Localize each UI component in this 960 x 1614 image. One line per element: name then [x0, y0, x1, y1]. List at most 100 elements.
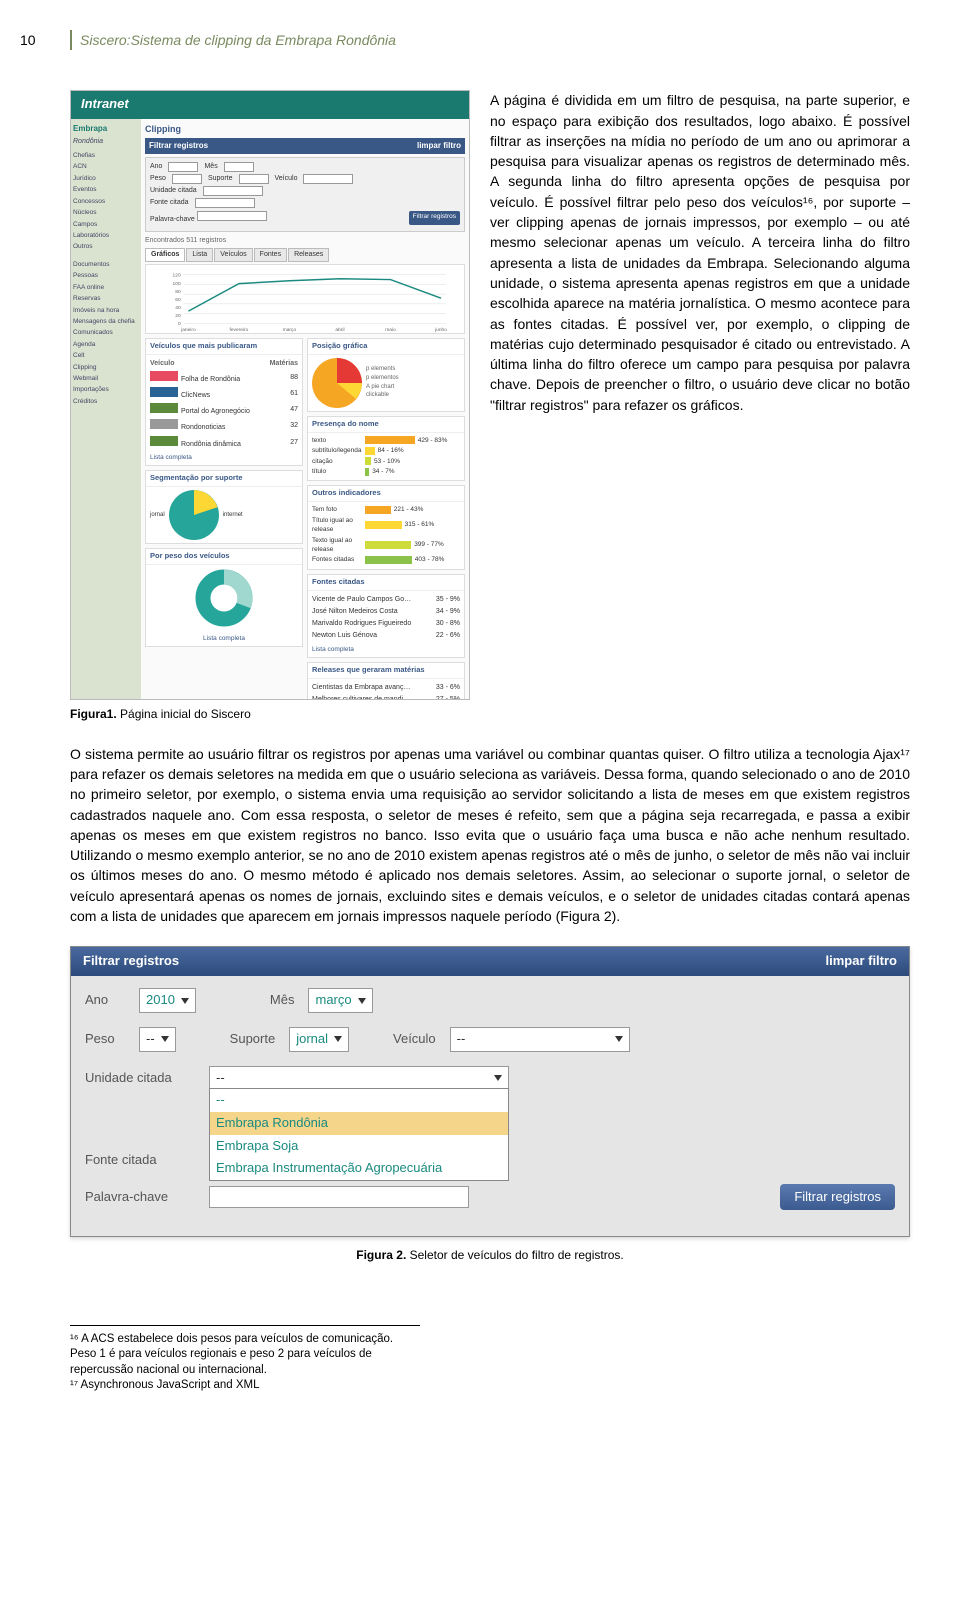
- filter-submit-button[interactable]: Filtrar registros: [780, 1184, 895, 1211]
- presenca-panel-title: Presença do nome: [308, 417, 464, 433]
- label-fonte: Fonte citada: [85, 1151, 195, 1170]
- sidebar-item[interactable]: Chefias: [73, 151, 139, 160]
- palavra-chave-input[interactable]: [209, 1186, 469, 1208]
- bar-row: Texto igual ao release399 - 77%: [312, 536, 460, 555]
- col-materias: Matérias: [270, 359, 298, 369]
- sidebar-item[interactable]: Concessos: [73, 197, 139, 206]
- lista-completa-link-3[interactable]: Lista completa: [308, 645, 464, 656]
- dropdown-option[interactable]: --: [210, 1089, 508, 1112]
- footnote-16: ¹⁶ A ACS estabelece dois pesos para veíc…: [70, 1332, 420, 1379]
- ano-select[interactable]: [168, 162, 198, 172]
- sidebar-item[interactable]: Clipping: [73, 363, 139, 372]
- list-item: Vicente de Paulo Campos Godinho35 - 9%: [312, 594, 460, 606]
- mes-select[interactable]: março: [308, 988, 372, 1013]
- ano-select[interactable]: 2010: [139, 988, 196, 1013]
- list-item: José Nilton Medeiros Costa34 - 9%: [312, 606, 460, 618]
- sidebar-item[interactable]: Webmail: [73, 374, 139, 383]
- dropdown-option[interactable]: Embrapa Soja: [210, 1135, 508, 1158]
- sidebar-item[interactable]: Agenda: [73, 340, 139, 349]
- svg-text:40: 40: [175, 305, 181, 311]
- sidebar-item[interactable]: Créditos: [73, 397, 139, 406]
- chevron-down-icon: [494, 1075, 502, 1081]
- sidebar-item[interactable]: Pessoas: [73, 271, 139, 280]
- legend-item: clickable: [366, 391, 399, 400]
- result-count: Encontrados 511 registros: [145, 236, 465, 246]
- table-row: ClicNews61: [150, 386, 298, 402]
- label-mes: Mês: [270, 991, 295, 1010]
- sidebar-item[interactable]: Jurídico: [73, 174, 139, 183]
- page-header: Siscero:Sistema de clipping da Embrapa R…: [70, 30, 910, 50]
- sidebar-item[interactable]: ACN: [73, 162, 139, 171]
- sidebar-item[interactable]: Imóveis na hora: [73, 306, 139, 315]
- clear-filter-link[interactable]: limpar filtro: [417, 140, 461, 152]
- unidade-select[interactable]: [203, 186, 263, 196]
- dropdown-option[interactable]: Embrapa Rondônia: [210, 1112, 508, 1135]
- label-palavra: Palavra-chave: [150, 216, 195, 223]
- list-item: Cientistas da Embrapa avançam em estudo …: [312, 682, 460, 694]
- bar-row: Fontes citadas403 - 78%: [312, 555, 460, 564]
- peso-select[interactable]: --: [139, 1027, 176, 1052]
- clipping-title: Clipping: [145, 123, 465, 136]
- pie-chart-suporte: [169, 490, 219, 540]
- sidebar-item[interactable]: Mensagens da chefia: [73, 317, 139, 326]
- table-row: Portal do Agronegócio47: [150, 402, 298, 418]
- veiculo-select[interactable]: [303, 174, 353, 184]
- sidebar-item[interactable]: FAA online: [73, 283, 139, 292]
- suporte-select[interactable]: jornal: [289, 1027, 349, 1052]
- fonte-select[interactable]: [195, 198, 255, 208]
- list-item: Newton Luis Génova22 - 6%: [312, 630, 460, 642]
- bar-row: Tem foto221 - 43%: [312, 505, 460, 514]
- svg-text:abril: abril: [335, 327, 344, 333]
- label-veiculo: Veículo: [275, 174, 298, 184]
- lista-completa-link-2[interactable]: Lista completa: [150, 634, 298, 643]
- label-palavra: Palavra-chave: [85, 1188, 195, 1207]
- veiculos-panel-title: Veículos que mais publicaram: [146, 339, 302, 355]
- svg-text:janeiro: janeiro: [180, 327, 196, 333]
- tab-lista[interactable]: Lista: [186, 248, 213, 262]
- col-veiculo: Veículo: [150, 359, 175, 369]
- sidebar-item[interactable]: Núcleos: [73, 208, 139, 217]
- sidebar-item[interactable]: Documentos: [73, 260, 139, 269]
- tab-fontes[interactable]: Fontes: [254, 248, 287, 262]
- tab-veículos[interactable]: Veículos: [214, 248, 252, 262]
- dropdown-option[interactable]: Embrapa Instrumentação Agropecuária: [210, 1157, 508, 1180]
- unidade-dropdown-list[interactable]: --Embrapa RondôniaEmbrapa SojaEmbrapa In…: [209, 1088, 509, 1181]
- lista-completa-link[interactable]: Lista completa: [150, 453, 298, 462]
- filter-submit-button[interactable]: Filtrar registros: [409, 211, 460, 225]
- sidebar-item[interactable]: Eventos: [73, 185, 139, 194]
- sidebar-item[interactable]: [73, 254, 139, 258]
- fontes-panel-title: Fontes citadas: [308, 575, 464, 591]
- mes-select[interactable]: [224, 162, 254, 172]
- figure-1-screenshot: Intranet Embrapa Rondônia ChefiasACNJurí…: [70, 90, 470, 700]
- tab-gráficos[interactable]: Gráficos: [145, 248, 185, 262]
- porpeso-panel-title: Por peso dos veículos: [146, 549, 302, 565]
- sidebar-item[interactable]: Importações: [73, 385, 139, 394]
- chevron-down-icon: [358, 998, 366, 1004]
- svg-text:0: 0: [178, 321, 181, 327]
- line-chart: 020406080100120 janeirofevereiromarçoabr…: [145, 264, 465, 334]
- palavra-input[interactable]: [197, 211, 267, 221]
- peso-select[interactable]: [172, 174, 202, 184]
- label-fonte: Fonte citada: [150, 198, 189, 208]
- veiculo-select[interactable]: --: [450, 1027, 630, 1052]
- result-tabs: GráficosListaVeículosFontesReleases: [145, 248, 465, 262]
- suporte-select[interactable]: [239, 174, 269, 184]
- bar-row: citação53 - 10%: [312, 457, 460, 466]
- svg-text:20: 20: [175, 313, 181, 319]
- pie-chart-posicao: [312, 358, 362, 408]
- clear-filter-link[interactable]: limpar filtro: [825, 952, 897, 971]
- sidebar-item[interactable]: Comunicados: [73, 328, 139, 337]
- sidebar-item[interactable]: Campos: [73, 220, 139, 229]
- paragraph-body: O sistema permite ao usuário filtrar os …: [70, 744, 910, 927]
- table-row: Rondonoticias32: [150, 418, 298, 434]
- tab-releases[interactable]: Releases: [288, 248, 329, 262]
- bar-row: texto429 - 83%: [312, 436, 460, 445]
- filter-box: Ano Mês Peso Suporte Veículo Unidade cit…: [145, 157, 465, 232]
- svg-text:maio: maio: [385, 327, 396, 333]
- sidebar-item[interactable]: Reservas: [73, 294, 139, 303]
- sidebar-item[interactable]: Outros: [73, 242, 139, 251]
- sidebar-item[interactable]: Celt: [73, 351, 139, 360]
- label-mes: Mês: [204, 162, 217, 172]
- sidebar-item[interactable]: Laboratórios: [73, 231, 139, 240]
- filter-bar-label: Filtrar registros: [149, 140, 208, 152]
